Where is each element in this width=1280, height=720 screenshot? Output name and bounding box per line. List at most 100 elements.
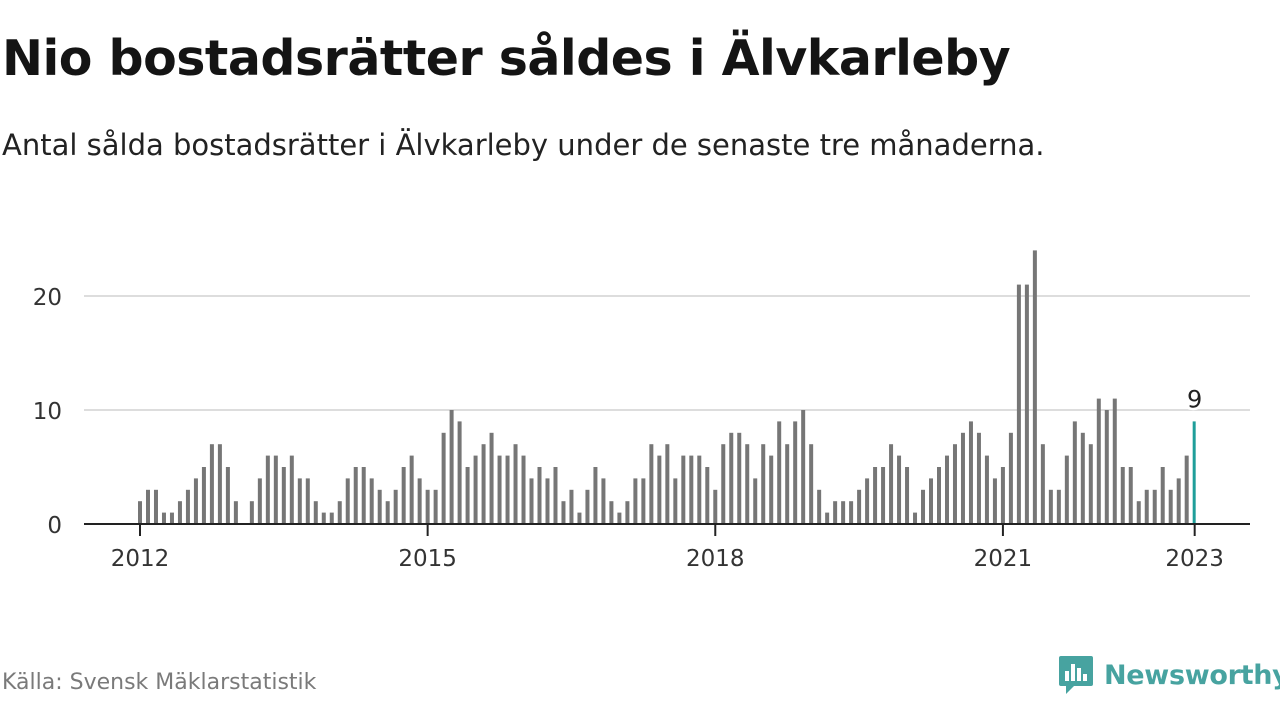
bar xyxy=(1112,398,1117,524)
bar xyxy=(881,467,886,524)
bar xyxy=(657,455,662,524)
bar xyxy=(305,478,310,524)
bar xyxy=(345,478,350,524)
bar xyxy=(585,489,590,524)
x-tick-label: 2023 xyxy=(1165,546,1224,572)
bar xyxy=(681,455,686,524)
bar xyxy=(825,512,830,524)
bar xyxy=(249,501,254,524)
bar xyxy=(257,478,262,524)
bar xyxy=(801,410,806,524)
bar xyxy=(1104,410,1109,524)
chart-subtitle: Antal sålda bostadsrätter i Älvkarleby u… xyxy=(2,128,1045,162)
bar xyxy=(449,410,454,524)
bar xyxy=(1160,467,1165,524)
y-tick-label: 10 xyxy=(33,399,62,425)
bar xyxy=(577,512,582,524)
bar xyxy=(609,501,614,524)
bar xyxy=(937,467,941,524)
bar xyxy=(138,501,142,524)
grid-lines xyxy=(84,295,1250,411)
bar xyxy=(785,444,790,524)
bar xyxy=(1152,489,1157,524)
bar-latest xyxy=(1192,421,1196,524)
bar xyxy=(873,467,878,524)
x-tick-label: 2018 xyxy=(686,546,745,572)
bar xyxy=(944,455,949,524)
bar xyxy=(617,512,622,524)
bar xyxy=(233,501,238,524)
bar xyxy=(537,467,542,524)
bar xyxy=(984,455,989,524)
y-tick-label: 20 xyxy=(33,285,62,311)
bar xyxy=(473,455,478,524)
bar xyxy=(417,478,422,524)
bar xyxy=(297,478,302,524)
bar xyxy=(1040,444,1045,524)
bar xyxy=(1032,250,1037,524)
brand-logo[interactable]: Newsworthy xyxy=(1058,653,1280,697)
bar xyxy=(489,432,494,524)
bar xyxy=(905,467,910,524)
bar xyxy=(849,501,854,524)
bar xyxy=(793,421,798,524)
bar xyxy=(641,478,646,524)
bar xyxy=(705,467,710,524)
bar xyxy=(529,478,534,524)
bar xyxy=(281,467,286,524)
bar xyxy=(185,489,190,524)
bar xyxy=(457,421,462,524)
bar xyxy=(913,512,918,524)
bar xyxy=(593,467,598,524)
bar xyxy=(1184,455,1189,524)
bar xyxy=(625,501,630,524)
bar xyxy=(481,444,486,524)
bar xyxy=(425,489,430,524)
bar xyxy=(889,444,894,524)
bar xyxy=(201,467,206,524)
bar xyxy=(1144,489,1149,524)
bar-chart: 0 10 20 9 2012 2015 2018 2021 2023 xyxy=(33,250,1250,572)
bar xyxy=(809,444,814,524)
bar-value-label: 9 xyxy=(1187,385,1202,413)
bar xyxy=(689,455,694,524)
bar xyxy=(401,467,406,524)
bar xyxy=(273,455,278,524)
bar xyxy=(897,455,902,524)
bar xyxy=(721,444,726,524)
bar xyxy=(1096,398,1101,524)
bar xyxy=(697,455,702,524)
bar xyxy=(1072,421,1077,524)
bar xyxy=(1176,478,1181,524)
bar xyxy=(497,455,502,524)
bar xyxy=(265,455,270,524)
bar xyxy=(976,432,981,524)
bar xyxy=(713,489,718,524)
bar xyxy=(313,501,318,524)
bar xyxy=(1120,467,1125,524)
chart-title: Nio bostadsrätter såldes i Älvkarleby xyxy=(2,30,1011,87)
bar xyxy=(769,455,774,524)
labels: 0 10 20 9 2012 2015 2018 2021 2023 xyxy=(33,285,1224,572)
bar xyxy=(353,467,358,524)
bar xyxy=(393,489,398,524)
bar xyxy=(441,432,446,524)
bar xyxy=(777,421,782,524)
bar xyxy=(225,467,230,524)
bar xyxy=(177,501,182,524)
x-tick-label: 2012 xyxy=(111,546,170,572)
bar xyxy=(857,489,862,524)
y-tick-label: 0 xyxy=(47,513,62,539)
bar xyxy=(1080,432,1085,524)
bar xyxy=(153,489,158,524)
bar xyxy=(361,467,366,524)
bar xyxy=(161,512,166,524)
bar xyxy=(1136,501,1141,524)
bar xyxy=(145,489,150,524)
bar xyxy=(761,444,766,524)
bar xyxy=(665,444,670,524)
bar xyxy=(209,444,214,524)
bars xyxy=(138,250,1196,524)
source-note: Källa: Svensk Mäklarstatistik xyxy=(2,670,317,695)
bar xyxy=(1088,444,1093,524)
